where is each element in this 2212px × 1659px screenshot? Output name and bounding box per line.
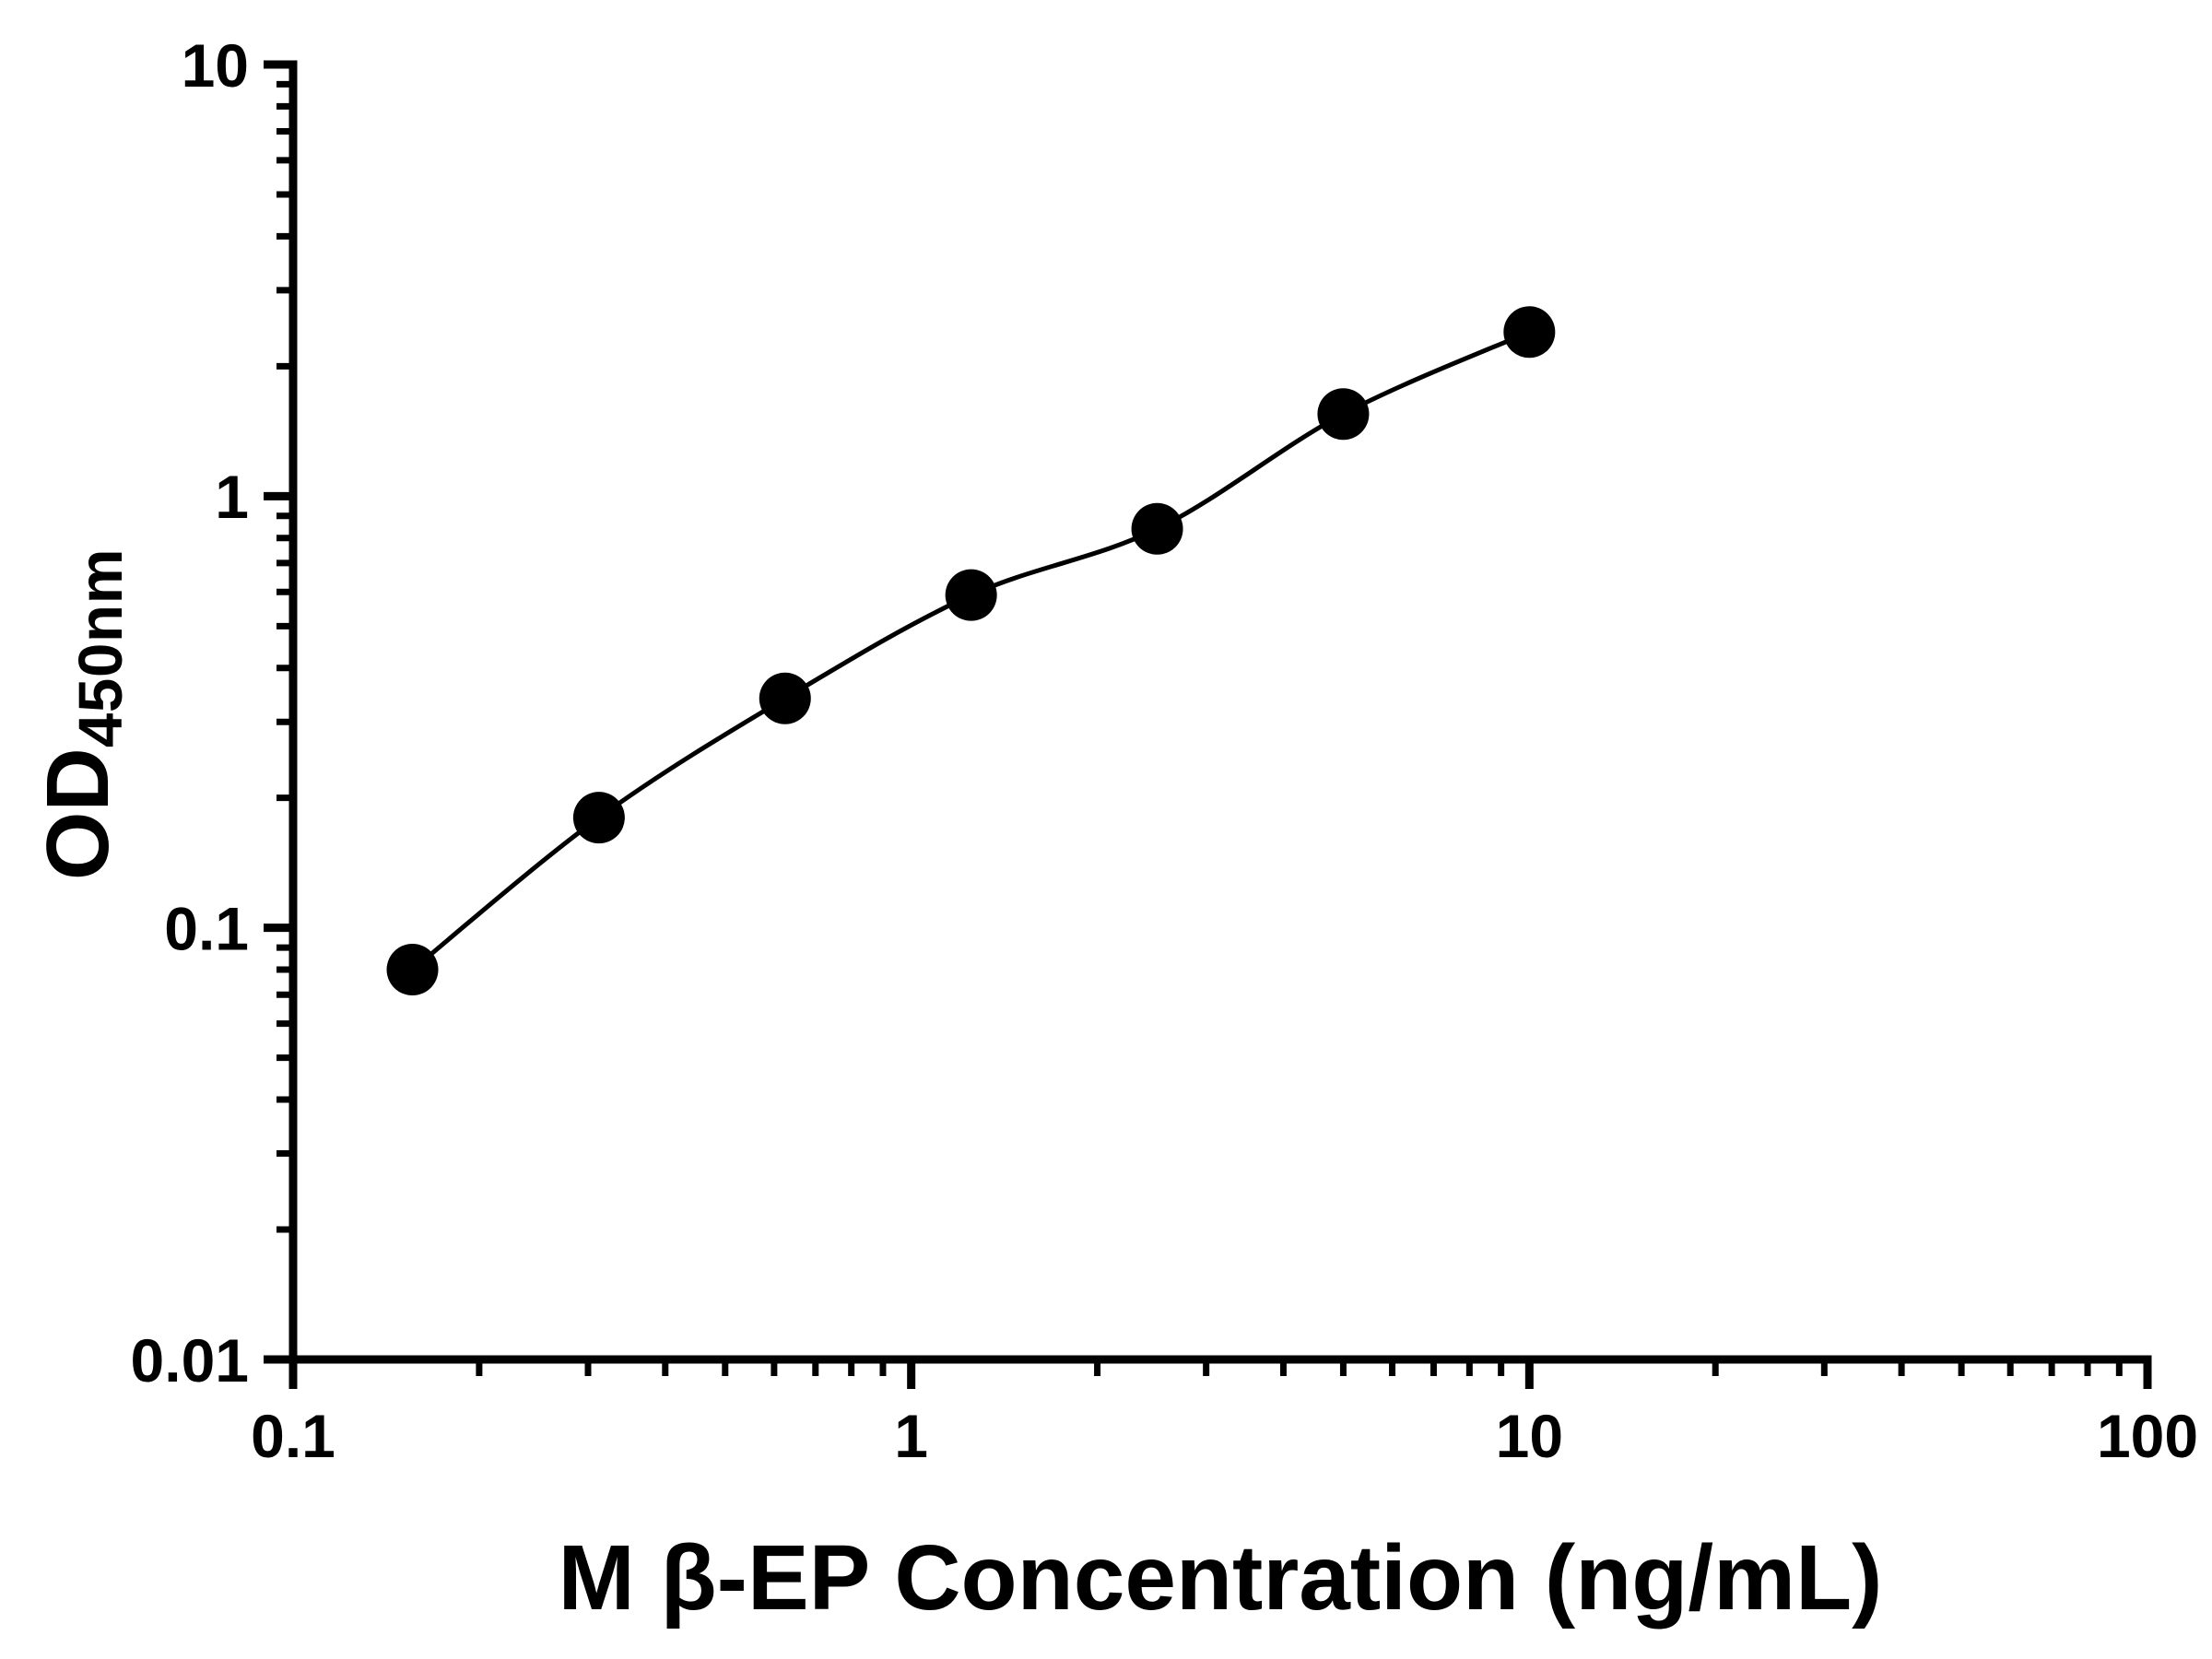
x-tick-label: 1 <box>894 1402 928 1470</box>
data-point-marker <box>386 944 439 996</box>
y-tick-label: 0.1 <box>164 894 249 962</box>
data-point-marker <box>1503 306 1556 359</box>
data-point-marker <box>1317 388 1370 441</box>
data-point-marker <box>945 569 997 621</box>
y-axis-title: OD450nm <box>29 547 135 880</box>
y-tick-label: 10 <box>182 31 249 100</box>
data-point-marker <box>759 672 811 724</box>
y-axis-title-subscript: 450nm <box>65 547 135 748</box>
y-axis-title-main: OD <box>29 747 128 881</box>
data-point-marker <box>1131 502 1183 555</box>
y-tick-label: 1 <box>215 463 249 531</box>
x-tick-label: 10 <box>1496 1402 1563 1470</box>
x-tick-label: 100 <box>2097 1402 2198 1470</box>
y-tick-label: 0.01 <box>131 1326 249 1394</box>
x-tick-label: 0.1 <box>251 1402 335 1470</box>
data-point-marker <box>572 792 625 844</box>
x-axis-title: M β-EP Concentration (ng/mL) <box>558 1526 1883 1630</box>
